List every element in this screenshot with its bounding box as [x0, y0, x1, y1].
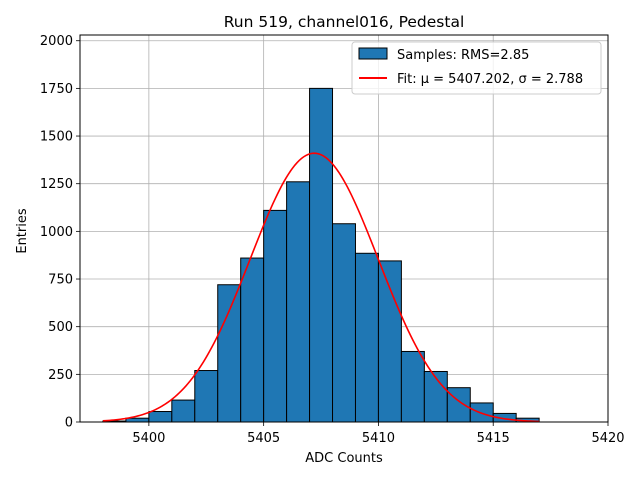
histogram-bar	[400, 350, 425, 423]
histogram-bar	[217, 284, 242, 423]
legend: Samples: RMS=2.85 Fit: μ = 5407.202, σ =…	[351, 41, 602, 95]
legend-histogram-swatch	[358, 47, 388, 60]
fit-curve-layer	[102, 152, 540, 423]
histogram-bars	[102, 87, 540, 423]
y-tick-label: 500	[48, 320, 73, 335]
x-axis-ticks: 5400 5405 5410 5415 5420	[132, 422, 625, 446]
histogram-bar	[286, 181, 311, 423]
histogram-bar	[171, 399, 196, 423]
x-axis-title: ADC Counts	[305, 451, 383, 466]
legend-histogram-label: Samples: RMS=2.85	[397, 48, 529, 63]
x-tick-label: 5400	[132, 431, 165, 446]
histogram-bar	[240, 257, 265, 423]
y-axis-ticks: 0 250 500 750 1000 1250 1500 1750 2000	[40, 34, 80, 431]
histogram-bar	[194, 370, 219, 423]
y-axis-title: Entries	[15, 208, 30, 254]
y-tick-label: 1500	[40, 130, 73, 145]
histogram-bar	[263, 209, 288, 423]
histogram-bar	[125, 417, 150, 423]
x-tick-label: 5415	[477, 431, 510, 446]
x-tick-label: 5420	[591, 431, 624, 446]
histogram-bar	[148, 411, 173, 423]
x-tick-label: 5410	[362, 431, 395, 446]
histogram-bar	[377, 260, 402, 423]
y-tick-label: 1000	[40, 225, 73, 240]
fit-curve	[102, 152, 540, 423]
y-tick-label: 1250	[40, 177, 73, 192]
y-tick-label: 250	[48, 368, 73, 383]
histogram-bar	[446, 387, 471, 423]
x-tick-label: 5405	[247, 431, 280, 446]
chart-title: Run 519, channel016, Pedestal	[224, 13, 465, 31]
histogram-bar	[309, 87, 334, 423]
histogram-bar	[332, 223, 356, 423]
y-tick-label: 2000	[40, 34, 73, 49]
histogram-bar	[354, 252, 379, 423]
legend-fit-label: Fit: μ = 5407.202, σ = 2.788	[397, 72, 583, 87]
y-tick-label: 1750	[40, 82, 73, 97]
y-tick-label: 0	[65, 416, 73, 431]
plot-frame	[79, 34, 609, 423]
legend-box	[351, 41, 602, 95]
y-tick-label: 750	[48, 273, 73, 288]
